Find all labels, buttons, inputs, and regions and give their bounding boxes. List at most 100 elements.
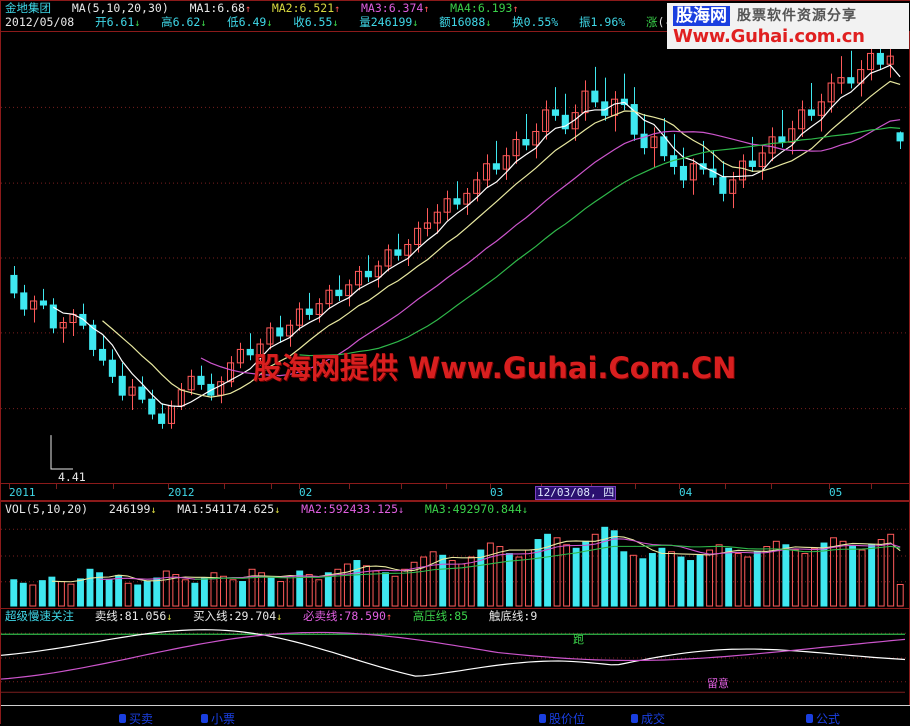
open-value: 6.61 [106,15,135,29]
sell-line-value: 81.056 [124,609,167,623]
logo-top-row: 股海网 股票软件资源分享 [673,5,857,26]
tab-label: 股价位 [549,712,586,726]
tab-item[interactable]: 股价位 [539,710,585,726]
tab-list[interactable]: 买卖 小票 股价位 成交 公式 [1,706,910,726]
mustsell-line-value: 78.590 [344,609,386,623]
vol-ma1-label: MA1: [177,502,205,516]
open-label: 开 [95,15,107,29]
volume-panel-header: VOL(5,10,20) 246199↓ MA1:541174.625↓ MA2… [5,503,528,517]
ma2-label: MA2: [271,1,300,15]
tab-bullet-icon [119,714,126,723]
ma4-value: 6.193 [477,1,513,15]
vol-arrow-icon: ↓ [150,505,157,516]
tab-item[interactable]: 买卖 [119,710,153,726]
tab-label: 成交 [641,712,666,726]
tab-bullet-icon [631,714,638,723]
ma2-value: 6.521 [299,1,335,15]
header-ma-line: 金地集团 MA(5,10,20,30) MA1:6.68↑ MA2:6.521↑… [5,2,519,16]
close-value: 6.55 [304,15,333,29]
tab-label: 公式 [816,712,841,726]
mustsell-line-label: 必卖线: [302,609,345,623]
indicator-chart-panel[interactable] [1,608,910,705]
volume-value: 246199 [370,15,413,29]
guhai-logo-watermark: 股海网 股票软件资源分享 Www.Guhai.com.cn [667,3,909,49]
date-axis-label: 2011 [9,486,36,499]
vol-ma2-label: MA2: [301,502,329,516]
date-axis-ticks [9,484,872,489]
quote-date: 2012/05/08 [5,15,75,29]
ma4-arrow-icon: ↑ [512,4,519,15]
turnover-label: 换 [512,15,524,29]
bottom-line-label: 触底线: [488,609,531,623]
vol-ma3-value: 492970.844 [452,502,522,516]
price-chart-panel[interactable] [1,31,910,483]
ma1-arrow-icon: ↑ [244,4,251,15]
amount-arrow-icon: ↓ [485,18,492,29]
indicator-annotation-run: 跑 [573,633,584,646]
ma4-label: MA4: [450,1,478,15]
stock-name[interactable]: 金地集团 [5,1,51,15]
turnover-value: 0.55% [523,15,559,29]
low-value: 6.49 [238,15,267,29]
amount-value: 16088 [450,15,486,29]
low-arrow-icon: ↓ [266,18,273,29]
amplitude-label: 振 [579,15,591,29]
low-label: 低 [227,15,239,29]
ma3-arrow-icon: ↑ [423,4,430,15]
date-axis-label: 03 [490,486,504,499]
buy-line-arrow-icon: ↓ [276,612,283,623]
volume-bar-plot[interactable] [1,502,910,608]
vol-title[interactable]: VOL(5,10,20) [5,502,89,516]
vol-ma3-arrow-icon: ↓ [521,505,528,516]
close-arrow-icon: ↓ [332,18,339,29]
tab-item[interactable]: 公式 [806,710,840,726]
logo-subtitle: 股票软件资源分享 [737,7,857,24]
ma-formula[interactable]: MA(5,10,20,30) [71,1,169,15]
vol-ma1-arrow-icon: ↓ [274,505,281,516]
indicator-panel-header: 超级慢速关注 卖线:81.056↓ 买入线:29.704↓ 必卖线:78.590… [5,610,537,624]
vol-ma2-arrow-icon: ↓ [398,505,405,516]
volume-label: 量 [359,15,371,29]
vol-ma2-value: 592433.125 [328,502,399,516]
ma3-label: MA3: [360,1,389,15]
high-value: 6.62 [172,15,201,29]
vol-ma3-label: MA3: [424,502,453,516]
tab-label: 小票 [211,712,236,726]
sell-line-arrow-icon: ↓ [166,612,173,623]
ma2-arrow-icon: ↑ [334,4,341,15]
change-label: 涨 [645,15,658,29]
high-label: 高 [161,15,173,29]
mustsell-line-arrow-icon: ↑ [385,612,392,623]
open-arrow-icon: ↓ [134,18,141,29]
vol-value: 246199 [108,502,151,516]
ma1-value: 6.68 [217,1,245,15]
date-axis-label: 04 [679,486,693,499]
logo-url: Www.Guhai.com.cn [673,26,865,47]
buy-line-label: 买入线: [193,609,235,623]
ma1-label: MA1: [189,1,218,15]
date-axis-label: 05 [829,486,843,499]
volume-arrow-icon: ↓ [412,18,419,29]
highpress-line-label: 高压线: [412,609,455,623]
indicator-line-plot[interactable] [1,609,910,705]
tab-item[interactable]: 成交 [631,710,665,726]
date-axis-selected-label[interactable]: 12/03/08, 四 [535,486,617,500]
candlestick-plot[interactable] [1,32,910,483]
amplitude-value: 1.96% [590,15,626,29]
tab-item[interactable]: 小票 [201,710,235,726]
low-price-annotation: 4.41 [58,470,86,484]
highpress-line-value: 85 [454,609,469,623]
high-arrow-icon: ↓ [200,18,207,29]
date-axis-panel[interactable]: 2011 2012 02 03 12/03/08, 四 04 05 [1,483,910,501]
bottom-tab-bar[interactable]: 买卖 小票 股价位 成交 公式 [1,705,910,726]
tab-bullet-icon [539,714,546,723]
volume-chart-panel[interactable] [1,501,910,608]
logo-badge: 股海网 [673,5,730,26]
date-axis-label: 02 [299,486,313,499]
ind-title[interactable]: 超级慢速关注 [5,609,74,623]
buy-line-value: 29.704 [234,609,277,623]
close-label: 收 [293,15,305,29]
tab-bullet-icon [806,714,813,723]
tab-bullet-icon [201,714,208,723]
